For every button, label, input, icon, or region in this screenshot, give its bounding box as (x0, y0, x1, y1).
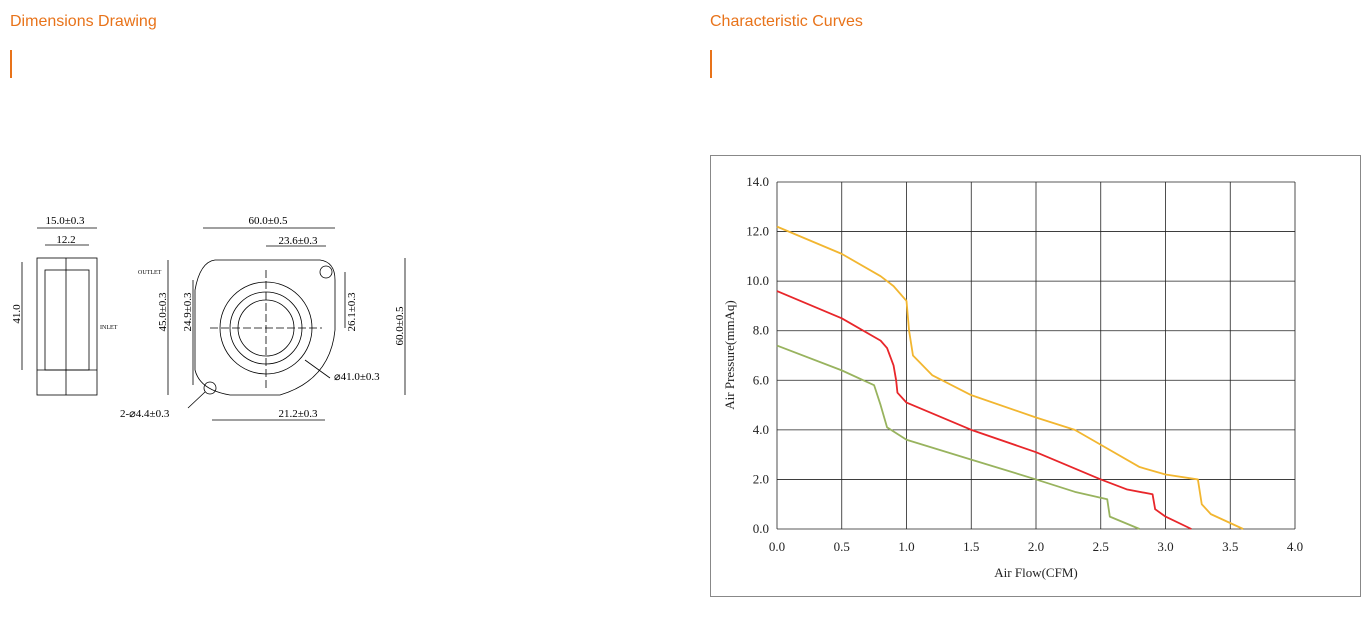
y-tick-label: 14.0 (746, 174, 769, 189)
y-tick-label: 8.0 (753, 323, 769, 338)
chart-frame (710, 155, 1361, 597)
dimension-label: 21.2±0.3 (278, 408, 318, 420)
x-tick-label: 1.0 (898, 539, 914, 554)
y-axis-title: Air Pressure(mmAq) (722, 300, 737, 409)
curve (776, 225, 1244, 530)
dimension-label: 60.0±0.5 (394, 306, 406, 346)
y-tick-label: 6.0 (753, 372, 769, 387)
dimension-label: INLET (100, 325, 118, 331)
dimension-label: 26.1±0.3 (346, 292, 358, 332)
dimension-drawing: 15.0±0.3 12.2 41.0 OUTLET INLET 60.0±0.5… (11, 215, 406, 421)
x-tick-label: 3.0 (1157, 539, 1173, 554)
dimension-label: 41.0 (11, 304, 23, 324)
dimension-label: 45.0±0.3 (157, 292, 169, 332)
dimension-label: 24.9±0.3 (182, 292, 194, 332)
dimension-label: 60.0±0.5 (248, 215, 288, 227)
x-tick-label: 1.5 (963, 539, 979, 554)
x-tick-label: 3.5 (1222, 539, 1238, 554)
dimension-label: 23.6±0.3 (278, 235, 318, 247)
y-tick-label: 2.0 (753, 471, 769, 486)
x-tick-label: 0.5 (834, 539, 850, 554)
curve (776, 290, 1192, 530)
section-heading: Dimensions Drawing (10, 13, 157, 30)
y-tick-label: 4.0 (753, 422, 769, 437)
x-tick-label: 2.0 (1028, 539, 1044, 554)
y-tick-label: 10.0 (746, 273, 769, 288)
x-tick-label: 0.0 (769, 539, 785, 554)
y-tick-label: 0.0 (753, 521, 769, 536)
x-tick-label: 4.0 (1287, 539, 1303, 554)
dimension-label: OUTLET (138, 270, 162, 276)
dimension-label: 2-⌀4.4±0.3 (120, 408, 170, 420)
accent-bar (10, 50, 12, 78)
dimension-label: ⌀41.0±0.3 (334, 371, 380, 383)
dimension-label: 12.2 (56, 234, 75, 246)
x-axis-title: Air Flow(CFM) (994, 565, 1077, 580)
x-tick-label: 2.5 (1093, 539, 1109, 554)
curve (776, 344, 1140, 530)
section-heading: Characteristic Curves (710, 13, 863, 30)
y-tick-label: 12.0 (746, 224, 769, 239)
accent-bar (710, 50, 712, 78)
dimension-label: 15.0±0.3 (45, 215, 85, 227)
